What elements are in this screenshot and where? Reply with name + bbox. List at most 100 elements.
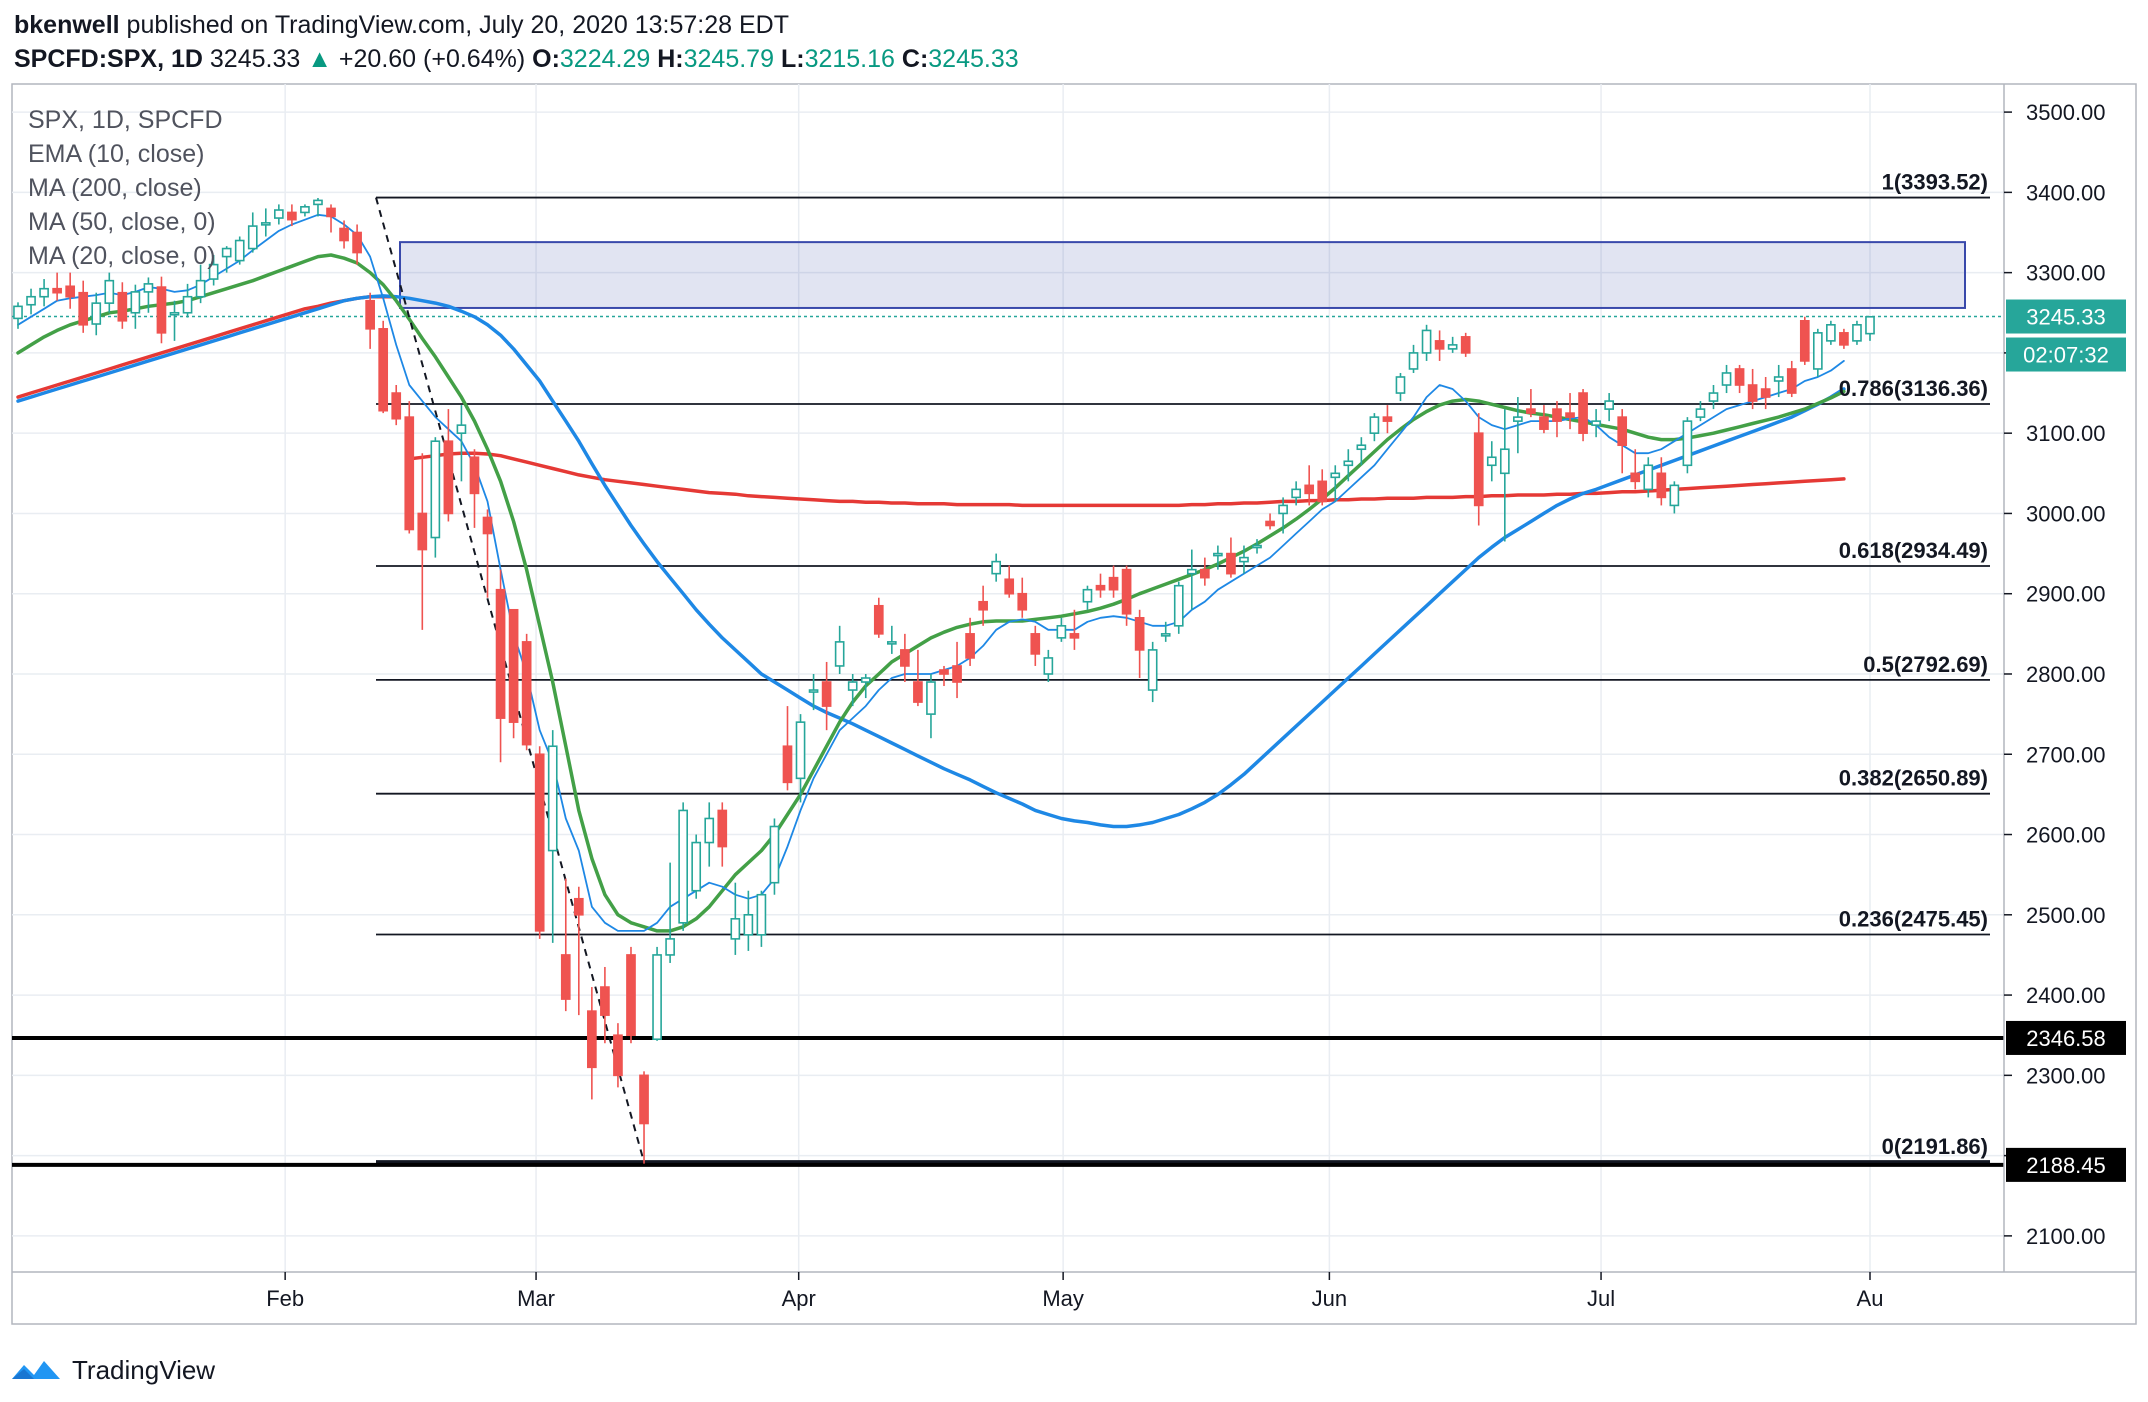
candle-body <box>247 225 258 250</box>
candle-body <box>834 641 845 667</box>
candle-body <box>1786 368 1797 394</box>
candle-body <box>926 681 936 715</box>
candle <box>221 246 232 273</box>
candle-body <box>1108 576 1119 591</box>
candle-body <box>430 440 441 539</box>
candle <box>39 279 49 307</box>
candle-body <box>1095 584 1106 591</box>
close-label: C: <box>901 45 929 73</box>
candle <box>652 946 662 1041</box>
chart-header: bkenwell published on TradingView.com, J… <box>14 8 2114 76</box>
price-tag-label: 2346.58 <box>2026 1026 2106 1051</box>
candle <box>1669 481 1680 514</box>
candle-body <box>1408 352 1419 370</box>
candle-body <box>626 954 636 1037</box>
candle <box>952 641 962 699</box>
candle-body <box>495 588 506 719</box>
up-arrow-icon: ▲ <box>307 45 332 73</box>
candle <box>469 449 480 528</box>
price-chart[interactable]: 1(3393.52) 0.786(3136.36) 0.618(2934.49) 0.… <box>0 0 2148 1340</box>
candle-body <box>234 239 245 262</box>
candle-body <box>117 291 128 322</box>
candle <box>626 946 636 1044</box>
price-tick-label: 3300.00 <box>2026 261 2106 286</box>
candle <box>339 220 349 249</box>
publish-info: published on TradingView.com, July 20, 2… <box>126 11 790 39</box>
chart-legend: SPX, 1D, SPCFD EMA (10, close) MA (200, … <box>28 106 223 270</box>
candle-body <box>352 231 362 254</box>
candle <box>1213 545 1223 570</box>
fib-label: 0.236(2475.45) <box>1839 907 1988 932</box>
price-tag-price: 3245.33 <box>2006 299 2126 334</box>
candle <box>1826 320 1836 345</box>
candle <box>1121 565 1132 626</box>
resistance-zone-box <box>399 241 1966 309</box>
candle <box>1330 465 1341 502</box>
candle-body <box>1395 376 1406 394</box>
candle-body <box>1226 552 1236 575</box>
candle-body <box>1617 416 1628 447</box>
high-value: 3245.79 <box>683 45 774 73</box>
candle-body <box>704 817 715 844</box>
candle-body <box>1565 412 1575 418</box>
price-tag-label: 3245.33 <box>2026 305 2106 330</box>
fib-label: 0(2191.86) <box>1882 1134 1988 1159</box>
author-name[interactable]: bkenwell <box>14 11 120 39</box>
price-tick-label: 3100.00 <box>2026 421 2106 446</box>
candle-body <box>1147 649 1158 691</box>
candle <box>508 608 519 739</box>
candle <box>78 280 89 333</box>
candle-body <box>1760 388 1771 398</box>
candle <box>939 665 949 687</box>
price-tick-label: 2600.00 <box>2026 823 2106 848</box>
candle <box>795 714 806 803</box>
candle <box>91 292 102 336</box>
candle <box>913 649 923 707</box>
candle <box>1578 389 1588 442</box>
candle <box>691 834 702 899</box>
candle <box>352 224 362 265</box>
candle <box>104 272 115 313</box>
legend-ma50[interactable]: MA (50, close, 0) <box>28 208 216 236</box>
candle <box>665 862 675 963</box>
candle-body <box>143 283 154 293</box>
candle <box>1643 457 1654 498</box>
tradingview-logo-icon[interactable] <box>8 1355 64 1385</box>
candle-body <box>469 456 480 495</box>
candle <box>1617 409 1628 474</box>
candle <box>1552 401 1562 438</box>
brand-name[interactable]: TradingView <box>72 1354 216 1385</box>
candle-body <box>1539 416 1549 430</box>
candle-body <box>795 721 806 780</box>
candle <box>1226 537 1236 578</box>
candle-body <box>1134 616 1145 651</box>
legend-ma20[interactable]: MA (20, close, 0) <box>28 242 216 270</box>
price-tick-label: 2400.00 <box>2026 983 2106 1008</box>
candle-body <box>691 841 702 892</box>
price-tag-box <box>2006 299 2126 334</box>
candle <box>52 272 62 301</box>
candle-body <box>1826 324 1836 342</box>
legend-ema10[interactable]: EMA (10, close) <box>28 140 204 168</box>
legend-ma200[interactable]: MA (200, close) <box>28 174 202 202</box>
candle <box>1030 625 1041 666</box>
candle <box>430 437 441 558</box>
candle <box>482 509 493 598</box>
candle <box>1434 330 1445 361</box>
candle-body <box>1200 568 1210 579</box>
candle <box>1539 405 1549 434</box>
candle <box>1591 409 1601 438</box>
price-tag-box <box>2006 337 2126 372</box>
time-axis[interactable]: Feb Mar Apr May Jun Jul Au <box>266 1272 1883 1311</box>
candle-body <box>482 516 493 535</box>
candle <box>182 283 193 318</box>
candle-body <box>1552 408 1562 422</box>
candle-body <box>652 954 662 1041</box>
candle <box>495 569 506 763</box>
candle <box>1004 565 1015 598</box>
candle-body <box>1069 633 1080 639</box>
candle <box>1565 393 1575 430</box>
candle <box>443 409 454 522</box>
time-tick-label: Jun <box>1312 1286 1347 1311</box>
ohlc-line: SPCFD:SPX, 1D 3245.33 ▲ +20.60 (+0.64%) … <box>14 42 2114 76</box>
